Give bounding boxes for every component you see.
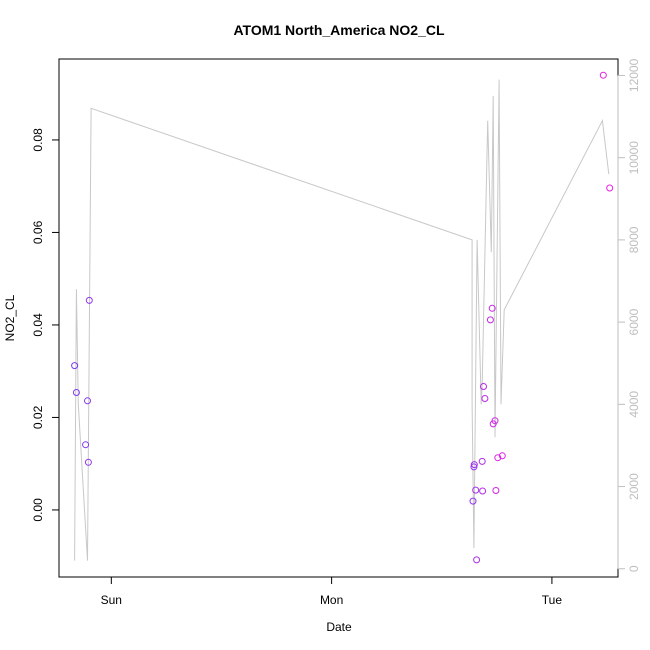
data-point <box>479 487 487 495</box>
data-point <box>606 184 614 192</box>
data-point <box>472 486 480 494</box>
y-tick-label: 0.06 <box>31 220 45 244</box>
data-point <box>72 389 80 396</box>
data-point <box>470 461 478 469</box>
secondary-y-tick-label: 4000 <box>627 391 641 418</box>
data-point <box>85 296 93 304</box>
data-point <box>469 497 477 505</box>
data-point <box>492 487 500 494</box>
secondary-y-axis: 0 2000 4000 6000 8000 10000 12000 <box>617 58 641 572</box>
data-point <box>473 556 481 564</box>
y-tick-label: 0.02 <box>31 405 45 429</box>
data-point <box>481 395 489 402</box>
data-point <box>82 441 90 449</box>
y-axis: 0.00 0.02 0.04 0.06 0.08 <box>31 128 60 522</box>
y-tick-label: 0.04 <box>31 313 45 337</box>
secondary-series-line <box>74 79 610 561</box>
data-point <box>478 457 486 465</box>
data-point <box>486 316 494 324</box>
secondary-y-tick-label: 8000 <box>627 226 641 253</box>
data-point <box>599 71 607 79</box>
data-point <box>84 397 91 405</box>
secondary-line-layer <box>74 79 610 561</box>
x-tick-label: Mon <box>320 593 343 607</box>
secondary-y-tick-label: 6000 <box>627 308 641 335</box>
data-point <box>488 304 496 312</box>
x-tick-label: Tue <box>542 593 563 607</box>
data-points-layer <box>71 71 614 564</box>
data-point <box>84 458 92 466</box>
secondary-y-tick-label: 10000 <box>627 141 641 175</box>
x-axis-title: Date <box>326 620 352 634</box>
secondary-y-tick-label: 2000 <box>627 473 641 500</box>
data-point <box>494 454 502 462</box>
chart-title: ATOM1 North_America NO2_CL <box>233 22 445 38</box>
x-tick-label: Sun <box>101 593 122 607</box>
y-tick-label: 0.08 <box>31 128 45 152</box>
secondary-y-tick-label: 12000 <box>627 58 641 92</box>
data-point <box>71 362 79 370</box>
secondary-y-tick-label: 0 <box>627 565 641 572</box>
y-tick-label: 0.00 <box>31 498 45 522</box>
data-point <box>498 452 506 460</box>
x-axis: Sun Mon Tue <box>101 576 563 607</box>
y-axis-title: NO2_CL <box>3 294 17 341</box>
data-point <box>480 383 487 390</box>
data-point <box>491 417 499 425</box>
